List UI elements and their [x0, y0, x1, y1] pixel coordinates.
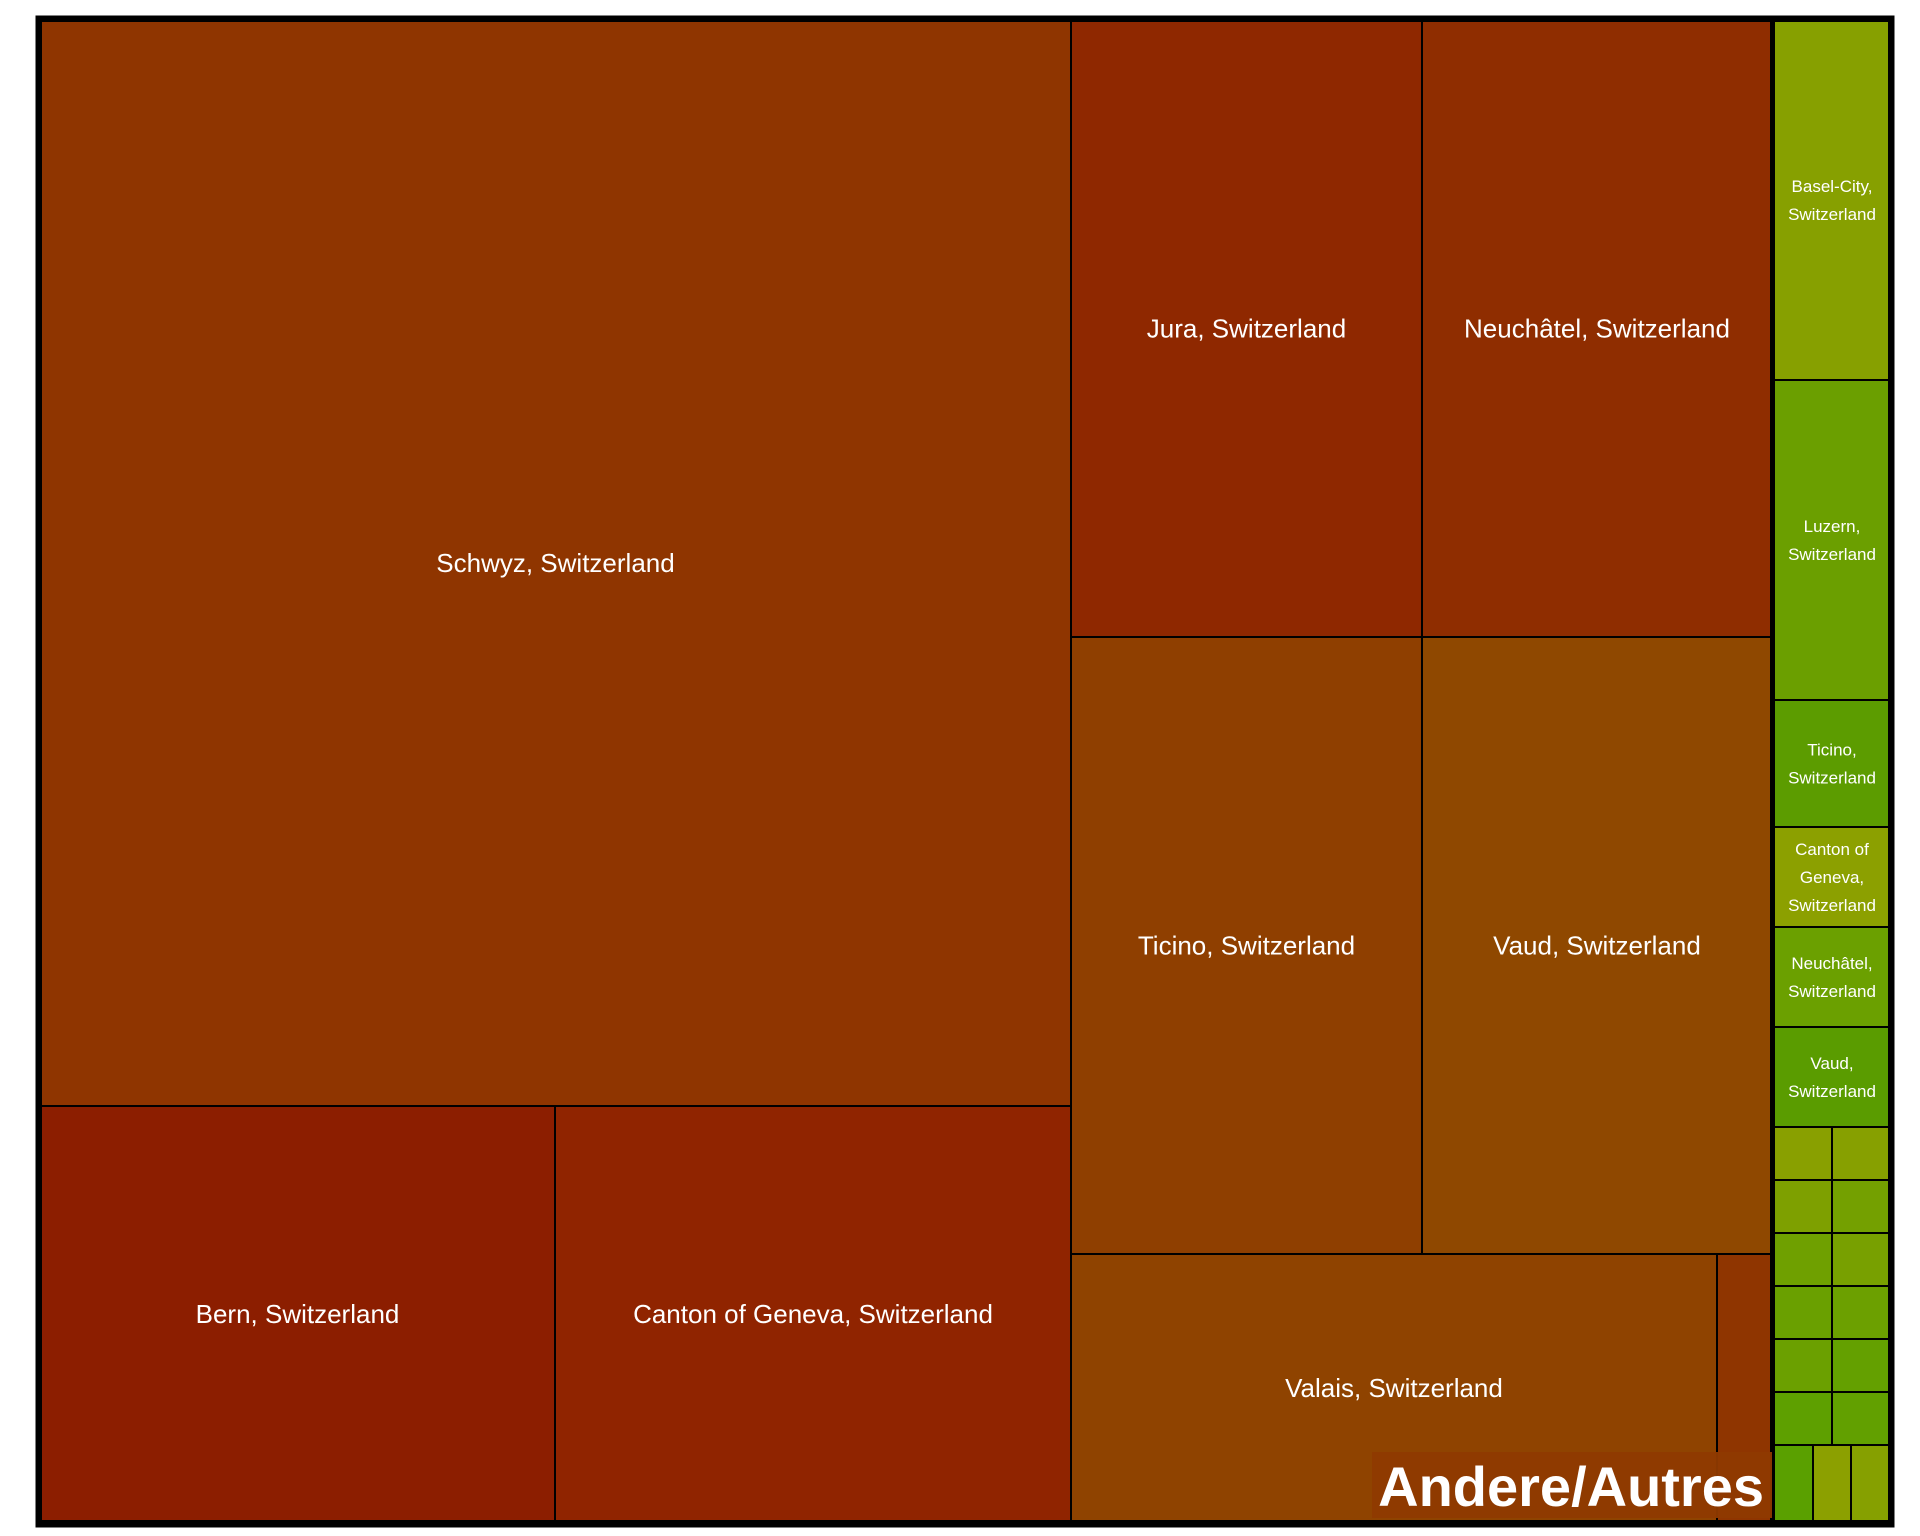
tile-group2-small-19 [1812, 1444, 1852, 1523]
tile-group2-small-12 [1773, 1285, 1833, 1340]
tile-group2-small-11 [1831, 1232, 1891, 1287]
tile-group2-vaud-switzerland [1773, 1026, 1891, 1128]
tile-group2-small-17 [1831, 1391, 1891, 1446]
tile-group1-schwyz-switzerland [39, 19, 1072, 1107]
tile-label-canton-of-geneva-switzerland: Canton of Geneva, Switzerland [633, 1299, 993, 1329]
tile-group2-small-14 [1773, 1338, 1833, 1393]
tile-label-schwyz-switzerland: Schwyz, Switzerland [436, 548, 674, 578]
treemap-tiles: Schwyz, Switzerland Bern, Switzerland Cant… [39, 19, 1891, 1523]
tile-group2-luzern-switzerland [1773, 379, 1891, 701]
group-label-andere-autres: Andere/Autres [1372, 1452, 1772, 1518]
tile-group2-small-7 [1831, 1126, 1891, 1181]
group-label-text: Andere/Autres [1378, 1455, 1764, 1518]
tile-group2-basel-city-switzerland [1773, 19, 1891, 381]
tile-group2-neuchatel-switzerland [1773, 926, 1891, 1028]
tile-label-ticino-switzerland: Ticino, Switzerland [1138, 931, 1355, 961]
tile-group2-small-8 [1773, 1179, 1833, 1234]
tile-group1-bern-switzerland [39, 1105, 556, 1523]
tile-label-valais-switzerland: Valais, Switzerland [1285, 1373, 1503, 1403]
tile-group2-ticino-switzerland [1773, 699, 1891, 828]
tile-group2-small-10 [1773, 1232, 1833, 1287]
tile-label-canton-of-geneva-switzerland: Canton of Geneva, Switzerland [1788, 840, 1876, 915]
tile-group2-small-6 [1773, 1126, 1833, 1181]
tile-group2-small-15 [1831, 1338, 1891, 1393]
tile-label-vaud-switzerland: Vaud, Switzerland [1493, 931, 1701, 961]
tile-label-bern-switzerland: Bern, Switzerland [196, 1299, 400, 1329]
tile-label-neuchatel-switzerland: Neuchâtel, Switzerland [1464, 314, 1730, 344]
tile-group1-ticino-switzerland [1070, 636, 1423, 1255]
tile-label-vaud-switzerland: Vaud, Switzerland [1788, 1054, 1876, 1101]
tile-label-luzern-switzerland: Luzern, Switzerland [1788, 517, 1876, 564]
tile-label-basel-city-switzerland: Basel-City, Switzerland [1788, 177, 1876, 224]
tile-group2-small-20 [1850, 1444, 1891, 1523]
outer-frame [35, 15, 1895, 1528]
tile-group2-small-13 [1831, 1285, 1891, 1340]
tile-group1-vaud-switzerland [1421, 636, 1773, 1255]
tile-group2-small-9 [1831, 1179, 1891, 1234]
tile-label-ticino-switzerland: Ticino, Switzerland [1788, 741, 1876, 788]
tile-label-neuchatel-switzerland: Neuchâtel, Switzerland [1788, 954, 1876, 1001]
tile-label-jura-switzerland: Jura, Switzerland [1147, 314, 1346, 344]
tile-group2-small-16 [1773, 1391, 1833, 1446]
tile-group2-canton-of-geneva-switzerland [1773, 826, 1891, 928]
tile-group1-canton-of-geneva-switzerland [554, 1105, 1072, 1523]
tile-group2-small-18 [1773, 1444, 1814, 1523]
tile-group1-jura-switzerland [1070, 19, 1423, 638]
tile-group1-neuchatel-switzerland [1421, 19, 1773, 638]
